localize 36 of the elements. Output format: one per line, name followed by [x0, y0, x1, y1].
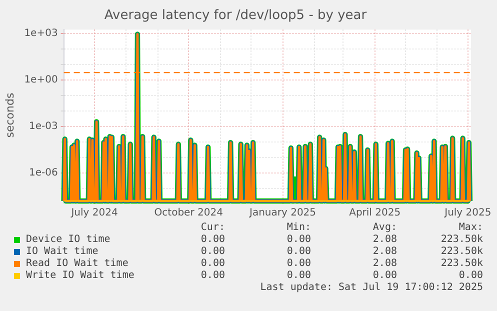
text: 0.00	[286, 234, 311, 246]
legend-label: Write IO Wait time	[26, 270, 134, 282]
text: 0.00	[200, 270, 225, 282]
text: Max:	[458, 222, 483, 234]
text: Cur:	[200, 222, 225, 234]
text: 223.50k	[440, 246, 483, 258]
text: 2.08	[372, 258, 397, 270]
text: Min:	[286, 222, 311, 234]
x-tick-label: July 2025	[444, 208, 492, 219]
y-tick-label: 1e+03	[24, 28, 58, 40]
text: Avg:	[372, 222, 397, 234]
text: 0.00	[372, 270, 397, 282]
legend-label: Read IO Wait time	[26, 258, 128, 270]
text: 223.50k	[440, 234, 483, 246]
text: 0.00	[286, 258, 311, 270]
chart-title: Average latency for /dev/loop5 - by year	[104, 8, 368, 24]
x-tick-label: April 2025	[349, 208, 401, 219]
legend-label: IO Wait time	[26, 246, 98, 258]
text: 0.00	[200, 246, 225, 258]
y-tick-label: 1e-06	[28, 167, 58, 178]
text: 2.08	[372, 246, 397, 258]
text: 0.00	[286, 270, 311, 282]
text: 0.00	[200, 258, 225, 270]
text: 0.00	[286, 246, 311, 258]
x-tick-label: January 2025	[248, 208, 316, 219]
text: 0.00	[200, 234, 225, 246]
y-axis-title: seconds	[3, 92, 16, 138]
text: 0.00	[458, 270, 483, 282]
text: 223.50k	[440, 258, 483, 270]
y-tick-label: 1e+00	[24, 74, 58, 86]
x-tick-label: July 2024	[70, 208, 118, 219]
y-tick-label: 1e-03	[28, 120, 58, 132]
text: 2.08	[372, 234, 397, 246]
legend-label: Device IO time	[26, 234, 110, 246]
text: Last update: Sat Jul 19 17:00:12 2025	[260, 282, 483, 294]
x-tick-label: October 2024	[154, 208, 223, 219]
